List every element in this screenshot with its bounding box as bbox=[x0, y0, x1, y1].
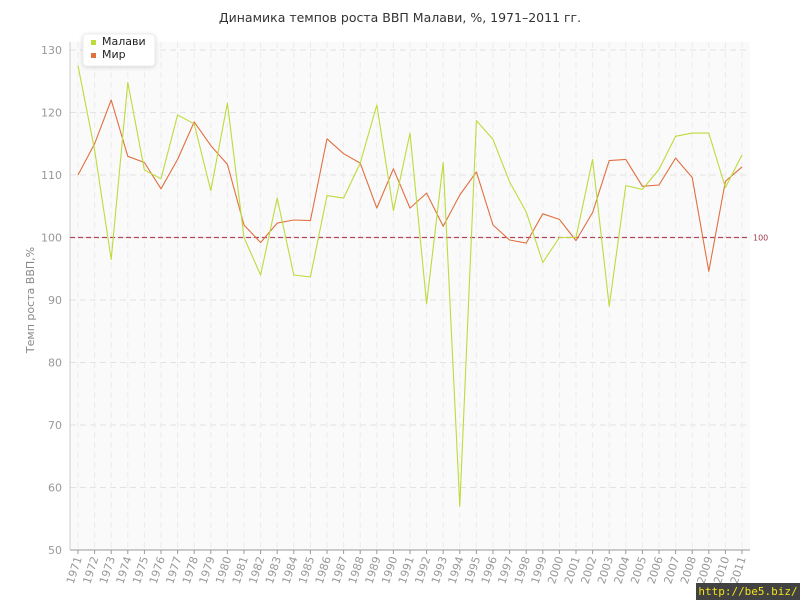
y-tick-label: 100 bbox=[41, 232, 62, 245]
series-line-world bbox=[77, 99, 743, 272]
watermark: http://be5.biz/ bbox=[696, 583, 800, 600]
y-axis-label: Темп роста ВВП,% bbox=[24, 247, 37, 354]
y-tick-label: 60 bbox=[48, 482, 62, 495]
legend-label-world: Мир bbox=[102, 48, 126, 61]
chart-title: Динамика темпов роста ВВП Малави, %, 197… bbox=[219, 10, 581, 25]
legend-swatch-malawi bbox=[91, 40, 96, 45]
y-tick-label: 50 bbox=[48, 544, 62, 557]
y-tick-label: 70 bbox=[48, 419, 62, 432]
legend-swatch-world bbox=[91, 53, 96, 58]
y-tick-label: 80 bbox=[48, 357, 62, 370]
series-line-malawi bbox=[77, 65, 743, 507]
series-group bbox=[77, 65, 743, 507]
y-tick-label: 130 bbox=[41, 44, 62, 57]
legend-box bbox=[82, 33, 156, 67]
y-tick-label: 110 bbox=[41, 169, 62, 182]
reference-line-label: 100 bbox=[753, 234, 768, 243]
reference-line-group: 100 bbox=[70, 234, 768, 243]
grid bbox=[70, 42, 750, 551]
legend-label-malawi: Малави bbox=[102, 35, 146, 48]
y-tick-label: 90 bbox=[48, 294, 62, 307]
y-tick-label: 120 bbox=[41, 107, 62, 120]
